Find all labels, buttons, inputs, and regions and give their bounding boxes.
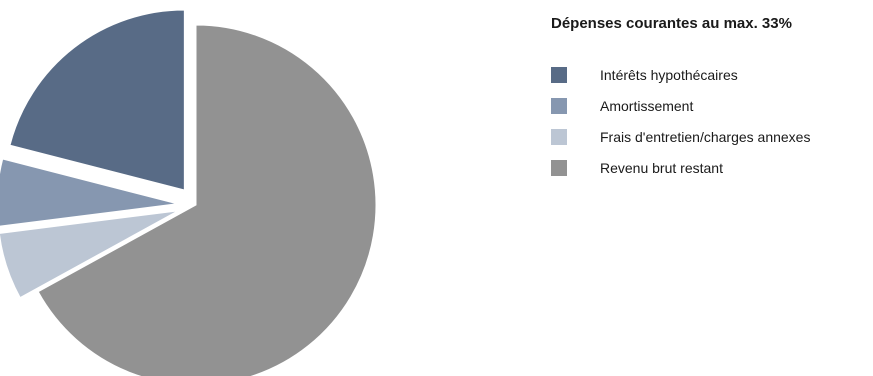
legend-label: Frais d'entretien/charges annexes — [600, 129, 811, 145]
slice-interets-hypothecaires — [9, 9, 185, 191]
legend-item-frais: Frais d'entretien/charges annexes — [551, 128, 810, 146]
legend: Intérêts hypothécaires Amortissement Fra… — [551, 66, 810, 190]
legend-label: Revenu brut restant — [600, 160, 723, 176]
slice-revenu-brut-restant — [37, 24, 377, 376]
legend-item-amortissement: Amortissement — [551, 97, 810, 115]
legend-label: Amortissement — [600, 98, 694, 114]
legend-swatch — [551, 129, 567, 145]
legend-swatch — [551, 160, 567, 176]
slice-amortissement — [0, 158, 178, 227]
legend-item-interets: Intérêts hypothécaires — [551, 66, 810, 84]
slice-frais-entretien — [0, 210, 179, 299]
legend-swatch — [551, 98, 567, 114]
legend-item-revenu: Revenu brut restant — [551, 159, 810, 177]
legend-swatch — [551, 67, 567, 83]
legend-label: Intérêts hypothécaires — [600, 67, 738, 83]
legend-title: Dépenses courantes au max. 33% — [551, 15, 792, 32]
